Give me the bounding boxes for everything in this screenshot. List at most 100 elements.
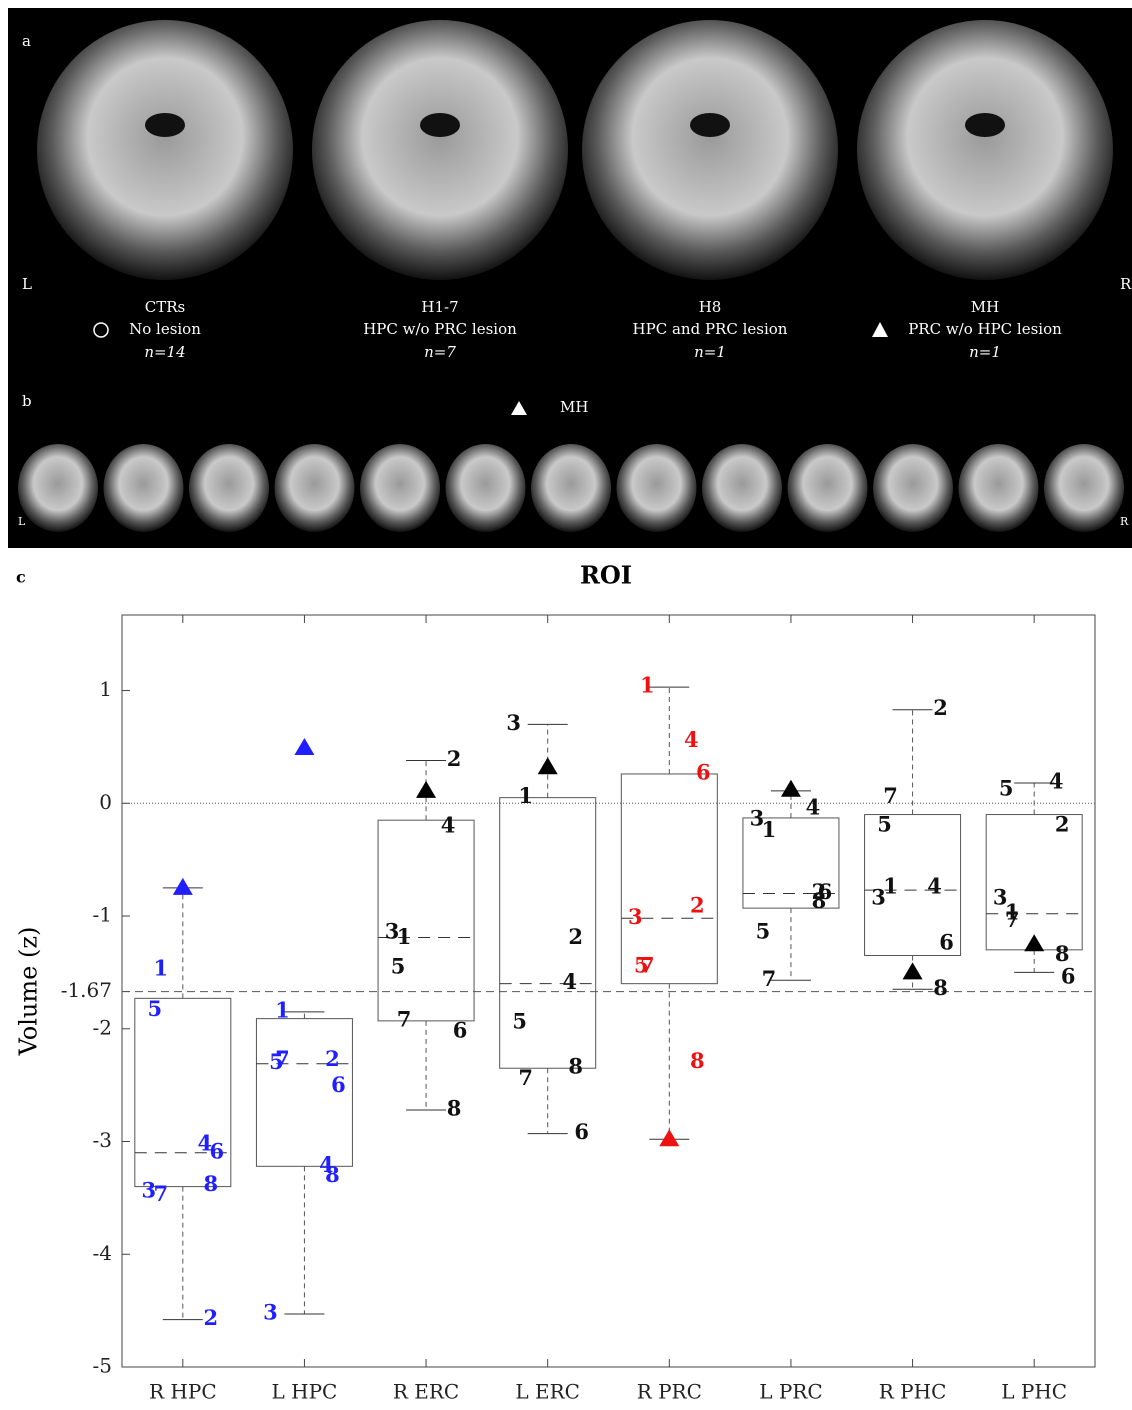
marker-label: MH — [560, 398, 588, 416]
group-description: HPC w/o PRC lesion — [363, 320, 517, 338]
mri-slice — [360, 444, 440, 532]
chart-title: ROI — [580, 561, 632, 590]
patient-label: 2 — [568, 924, 583, 949]
patient-label: 6 — [210, 1138, 225, 1163]
patient-label: 3 — [628, 904, 643, 929]
x-tick-label: R HPC — [149, 1380, 217, 1404]
figure: a L R CTRsNo lesionn=14H1-7HPC w/o PRC l… — [0, 0, 1132, 1410]
mri-slice — [582, 20, 838, 280]
patient-label: 6 — [1061, 964, 1076, 989]
x-tick-label: L ERC — [515, 1380, 580, 1404]
patient-label: 4 — [806, 794, 821, 819]
x-tick-label: L HPC — [272, 1380, 338, 1404]
patient-label: 3 — [750, 806, 765, 831]
mri-slice — [857, 20, 1113, 280]
patient-label: 6 — [939, 930, 954, 955]
x-tick-label: L PHC — [1001, 1380, 1067, 1404]
x-tick-label: L PRC — [759, 1380, 822, 1404]
patient-label: 2 — [690, 893, 705, 918]
mh-marker — [538, 757, 558, 774]
patient-label: 4 — [441, 812, 456, 837]
group-n: n=7 — [424, 343, 456, 361]
patient-label: 6 — [331, 1072, 346, 1097]
patient-label: 6 — [696, 759, 711, 784]
side-label: L — [22, 275, 32, 293]
patient-label: 6 — [453, 1018, 468, 1043]
patient-label: 3 — [263, 1300, 278, 1325]
x-tick-label: R ERC — [393, 1380, 459, 1404]
patient-label: 8 — [325, 1162, 340, 1187]
patient-label: 2 — [447, 746, 462, 771]
mh-marker — [416, 781, 436, 798]
mri-slice — [275, 444, 355, 532]
patient-label: 5 — [756, 918, 771, 943]
patient-label: 3 — [871, 885, 886, 910]
ventricle — [690, 113, 730, 137]
x-tick-label: R PHC — [879, 1380, 947, 1404]
side-label: L — [18, 515, 26, 528]
patient-label: 1 — [154, 956, 169, 981]
y-tick-label: -4 — [93, 1241, 112, 1265]
mri-slice — [189, 444, 269, 532]
patient-label: 8 — [933, 975, 948, 1000]
plot-frame — [122, 615, 1095, 1367]
patient-label: 1 — [640, 673, 655, 698]
patient-label: 8 — [690, 1048, 705, 1073]
patient-label: 2 — [325, 1046, 340, 1071]
patient-label: 7 — [883, 783, 898, 808]
patient-label: 8 — [447, 1095, 462, 1120]
y-tick-label: 0 — [99, 790, 112, 814]
patient-label: 5 — [999, 775, 1014, 800]
patient-label: 7 — [154, 1181, 169, 1206]
patient-label: 7 — [518, 1065, 533, 1090]
mh-marker — [903, 962, 923, 979]
mri-slice — [617, 444, 697, 532]
patient-label: 1 — [518, 783, 533, 808]
ventricle — [145, 113, 185, 137]
patient-label: 8 — [1055, 941, 1070, 966]
patient-label: 2 — [933, 695, 948, 720]
mri-slice — [531, 444, 611, 532]
patient-label: 6 — [574, 1119, 589, 1144]
mri-slice — [702, 444, 782, 532]
patient-label: 7 — [762, 966, 777, 991]
patient-label: 4 — [1049, 768, 1064, 793]
patient-label: 3 — [506, 710, 521, 735]
group-name: H8 — [699, 298, 722, 316]
group-n: n=1 — [694, 343, 726, 361]
patient-label: 4 — [684, 727, 699, 752]
mh-marker — [659, 1129, 679, 1146]
panel-label: b — [22, 392, 32, 410]
patient-label: 5 — [512, 1009, 527, 1034]
panel-label: c — [16, 568, 26, 587]
group-description: No lesion — [129, 320, 201, 338]
mri-slice — [18, 444, 98, 532]
panel-label: a — [22, 32, 31, 50]
patient-label: 7 — [1005, 907, 1020, 932]
group-n: n=14 — [144, 343, 185, 361]
group-n: n=1 — [969, 343, 1001, 361]
patient-label: 8 — [204, 1171, 219, 1196]
patient-label: 4 — [562, 969, 577, 994]
patient-label: 7 — [640, 952, 655, 977]
patient-label: 8 — [568, 1054, 583, 1079]
side-label: R — [1120, 275, 1132, 293]
mri-slice — [788, 444, 868, 532]
y-tick-label: 1 — [99, 677, 112, 701]
patient-label: 5 — [391, 953, 406, 978]
mh-marker — [781, 780, 801, 797]
patient-label: 3 — [993, 885, 1008, 910]
patient-label: 3 — [385, 918, 400, 943]
group-name: H1-7 — [421, 298, 458, 316]
mri-slice — [37, 20, 293, 280]
patient-label: 5 — [148, 996, 163, 1021]
patient-label: 8 — [812, 888, 827, 913]
mri-slice — [446, 444, 526, 532]
y-tick-label: -1 — [93, 903, 112, 927]
mh-marker — [173, 878, 193, 895]
group-name: MH — [971, 298, 999, 316]
ventricle — [420, 113, 460, 137]
group-description: HPC and PRC lesion — [633, 320, 788, 338]
mh-marker — [294, 738, 314, 755]
mh-marker — [1024, 934, 1044, 951]
